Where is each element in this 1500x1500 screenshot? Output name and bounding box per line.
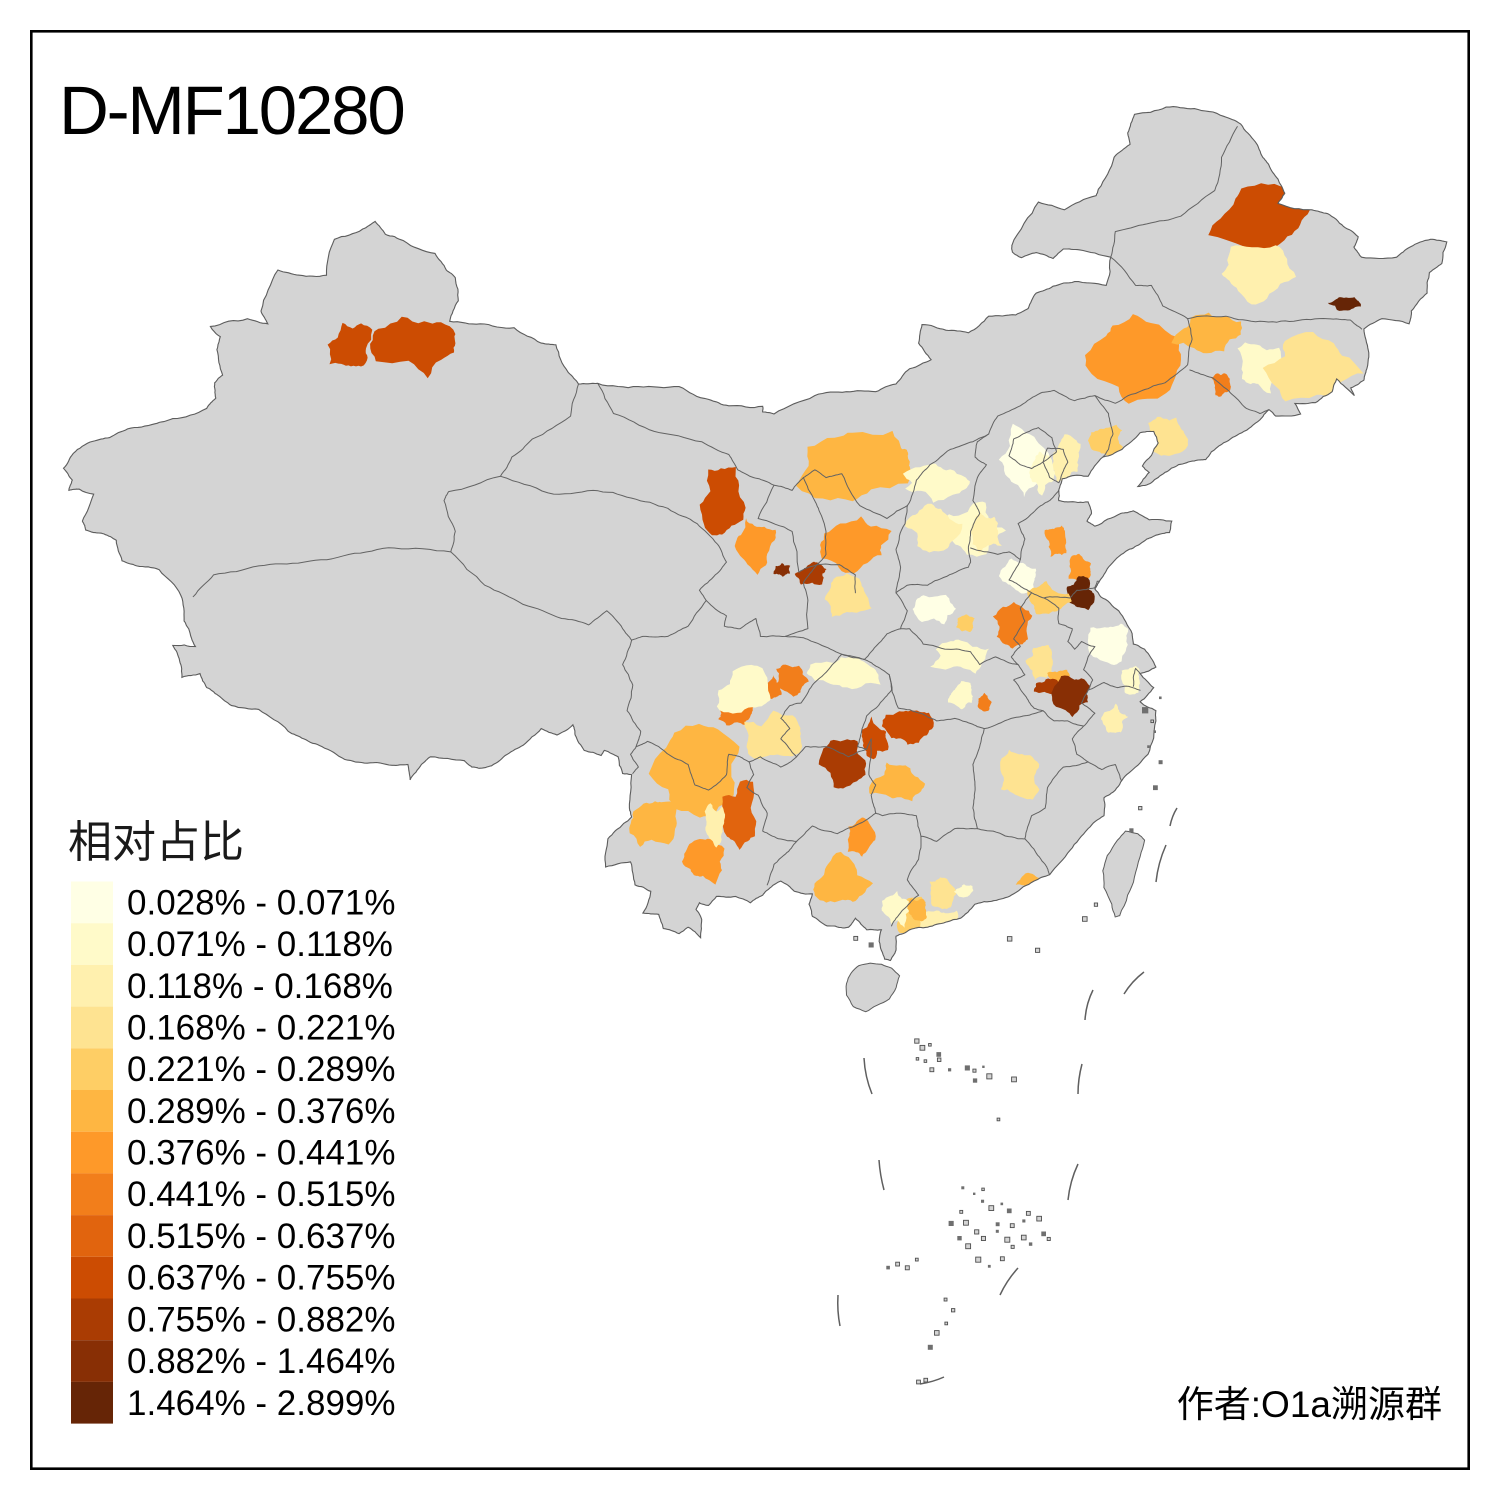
svg-text:0.118% - 0.168%: 0.118% - 0.168% xyxy=(127,967,393,1006)
svg-text:0.515% - 0.637%: 0.515% - 0.637% xyxy=(127,1217,396,1256)
svg-text:0.755% - 0.882%: 0.755% - 0.882% xyxy=(127,1300,396,1339)
svg-text:相对占比: 相对占比 xyxy=(68,818,244,867)
svg-text:0.289% - 0.376%: 0.289% - 0.376% xyxy=(127,1092,396,1131)
svg-text:0.071% - 0.118%: 0.071% - 0.118% xyxy=(127,925,393,964)
svg-text:0.441% - 0.515%: 0.441% - 0.515% xyxy=(127,1175,396,1214)
svg-text:D-MF10280: D-MF10280 xyxy=(59,72,404,149)
svg-text:1.464% - 2.899%: 1.464% - 2.899% xyxy=(127,1384,396,1423)
svg-text:0.221% - 0.289%: 0.221% - 0.289% xyxy=(127,1050,396,1089)
svg-text:0.882% - 1.464%: 0.882% - 1.464% xyxy=(127,1342,396,1381)
svg-text:0.376% - 0.441%: 0.376% - 0.441% xyxy=(127,1134,396,1173)
svg-text:作者:O1a溯源群: 作者:O1a溯源群 xyxy=(1177,1384,1442,1425)
svg-text:0.637% - 0.755%: 0.637% - 0.755% xyxy=(127,1259,396,1298)
svg-text:0.168% - 0.221%: 0.168% - 0.221% xyxy=(127,1009,396,1048)
svg-text:0.028% - 0.071%: 0.028% - 0.071% xyxy=(127,883,396,922)
